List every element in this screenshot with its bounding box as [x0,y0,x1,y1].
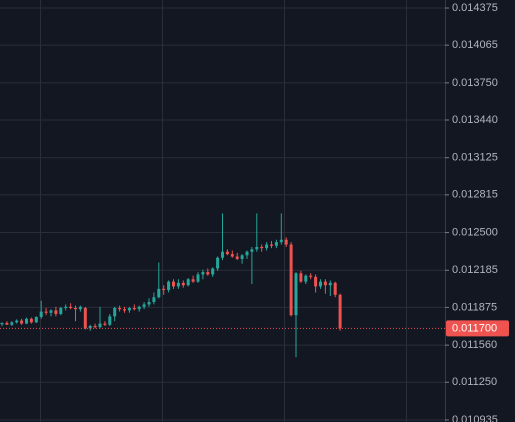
candle-body [74,307,77,310]
candle-body [93,325,97,328]
candle-body [172,281,175,287]
candle-body [176,282,180,287]
candle-body [54,310,58,314]
candle-body [157,288,161,298]
candle-body [137,306,141,310]
candle-body [299,273,303,282]
y-tick-label: 0.011875 [452,301,497,313]
candle-body [20,320,24,324]
candle-body [34,316,38,323]
y-tick-label: 0.012815 [452,189,498,201]
candle-body [211,268,215,275]
candle-body [59,307,63,314]
candle-body [167,281,171,291]
candle-body [265,244,269,249]
y-tick-label: 0.014375 [452,2,498,14]
candle-body [83,307,87,329]
candle-body [225,251,229,255]
candle-body [142,304,146,307]
candle-body [15,320,19,323]
candle-body [113,307,117,317]
candle-body [240,255,244,259]
y-tick-label: 0.012185 [452,264,498,276]
candle-body [230,254,234,257]
candle-body [181,282,185,286]
candle-body [39,311,43,317]
candle-body [250,249,254,252]
candle-body [147,302,151,305]
candle-body [0,322,4,325]
y-tick-label: 0.013750 [452,77,498,89]
candle-body [88,325,92,329]
candle-body [44,311,48,313]
candle-body [216,257,220,269]
candle-body [309,275,313,277]
candle-body [294,273,298,316]
candle-body [270,244,273,246]
candle-body [304,275,308,282]
candle-body [186,279,190,286]
candle-body [333,282,337,295]
candle-body [103,323,107,325]
candle-body [127,307,131,311]
candle-body [123,309,126,311]
candle-body [191,279,195,282]
last-price-label: 0.011700 [452,322,497,334]
candle-body [245,251,249,256]
candle-body [201,272,205,275]
candle-body [314,276,318,287]
candle-body [98,323,102,328]
candle-body [206,272,210,275]
candle-body [64,306,68,308]
last-price-box [446,320,509,337]
y-tick-label: 0.012500 [452,226,498,238]
candle-body [49,310,53,313]
candle-body [338,294,342,329]
y-tick-label: 0.013440 [452,114,498,126]
candle-body [162,288,166,291]
y-tick-label: 0.011250 [452,376,497,388]
candle-body [132,307,136,310]
candle-body [108,316,112,325]
candle-body [284,239,288,245]
candle-body [10,322,14,325]
candle-body [5,322,9,325]
candle-body [221,251,224,258]
y-tick-label: 0.010935 [452,414,498,422]
candle-body [29,318,33,323]
candle-body [289,244,293,316]
y-tick-label: 0.013125 [452,152,498,164]
candle-body [118,307,122,310]
candle-body [69,306,73,308]
candle-body [274,242,278,246]
candle-body [260,246,264,249]
candle-body [323,281,327,286]
candle-body [279,239,283,243]
vertical-grid [40,0,407,422]
y-tick-label: 0.011560 [452,339,497,351]
candle-body [196,274,200,282]
candle-body [328,282,332,286]
candle-body [319,281,322,287]
candle-body [78,306,82,310]
candle-body [255,246,259,250]
candle-body [235,256,239,259]
candle-body [25,318,28,324]
candle-body [152,297,156,303]
y-tick-label: 0.014065 [452,39,498,51]
